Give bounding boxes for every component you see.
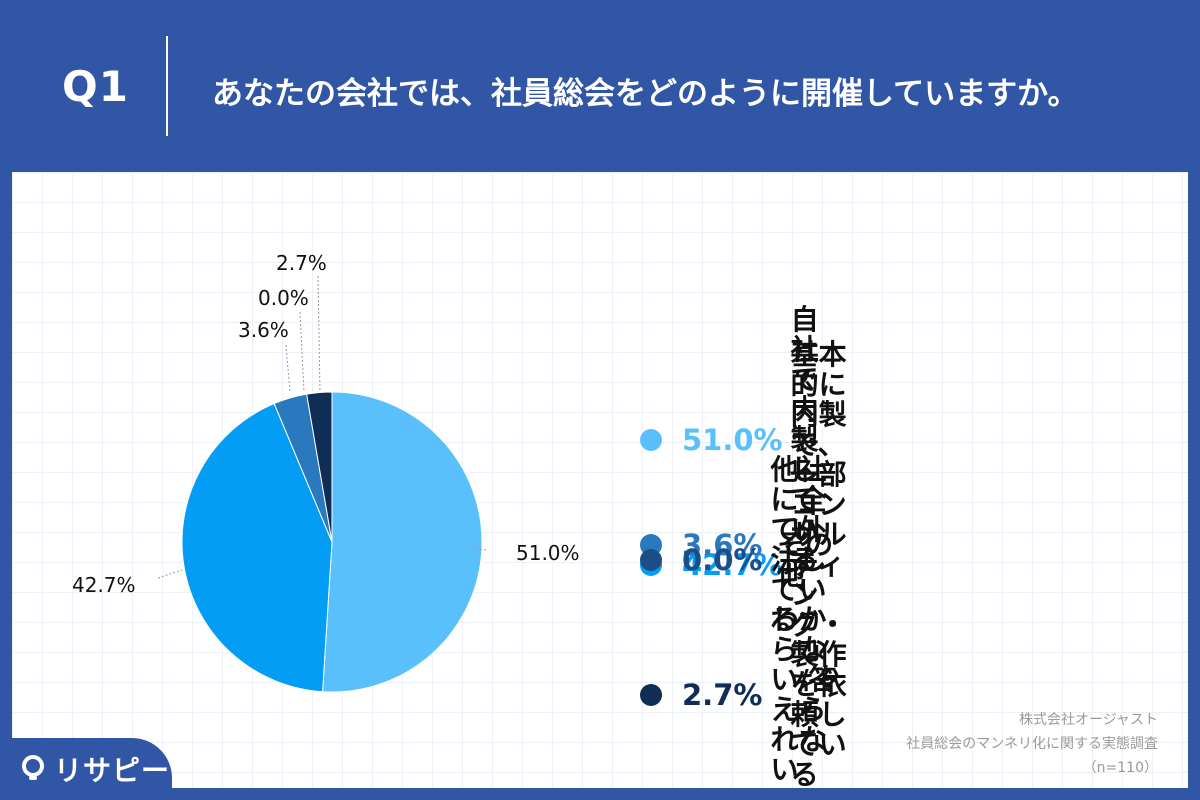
question-text: あなたの会社では、社員総会をどのように開催していますか。 — [212, 76, 1079, 112]
leader-line-3 — [285, 344, 291, 393]
legend-dot-icon — [640, 429, 662, 451]
source-note: 株式会社オージャスト 社員総会のマンネリ化に関する実態調査 （n=110） — [906, 708, 1158, 780]
leader-line-2 — [157, 569, 183, 579]
legend-item-3: 3.6% 他社に全て外注している — [640, 455, 838, 635]
legend-label: 他社に全て外注している — [770, 453, 827, 636]
legend-label: その他 — [777, 528, 834, 591]
logo-pin-icon — [22, 755, 44, 780]
legend-value: 0.0% — [682, 543, 763, 577]
legend-dot-icon — [640, 549, 662, 571]
legend-value: 2.7% — [682, 678, 763, 712]
leader-line-1 — [469, 547, 487, 551]
legend-item-4: 0.0% その他 — [640, 530, 838, 590]
data-label-1: 51.0% — [516, 541, 580, 565]
logo-tab: リサピー — [0, 738, 172, 800]
source-company: 株式会社オージャスト — [1018, 712, 1158, 728]
pie-slice-1 — [322, 391, 483, 693]
legend-item-2: 42.7% 基本的に内製で、 一部コンサルティング・ 製作を依頼している — [640, 340, 866, 790]
leader-line-4 — [299, 311, 305, 393]
legend-item-5: 2.7% わからない/答えられない — [640, 605, 848, 785]
data-label-4: 0.0% — [258, 286, 309, 310]
pie-slice-5 — [306, 391, 333, 543]
question-number: Q1 — [62, 62, 129, 111]
legend-value: 42.7% — [682, 548, 783, 582]
data-label-5: 2.7% — [276, 251, 327, 275]
data-label-2: 42.7% — [72, 573, 136, 597]
legend-value: 3.6% — [682, 528, 763, 562]
legend-label: 自社で内製している — [790, 303, 819, 576]
logo-text: リサピー — [54, 754, 171, 787]
leader-line-5 — [317, 275, 321, 393]
legend-item-1: 51.0% 自社で内製している — [640, 305, 838, 575]
header-divider — [166, 36, 168, 136]
legend-value: 51.0% — [682, 423, 783, 457]
legend-label: 基本的に内製で、 一部コンサルティング・ 製作を依頼している — [790, 338, 847, 791]
source-sample: （n=110） — [1082, 760, 1158, 776]
legend-dot-icon — [640, 684, 662, 706]
legend-label: わからない/答えられない — [770, 603, 837, 786]
source-survey: 社員総会のマンネリ化に関する実態調査 — [906, 736, 1158, 752]
pie-slice-2 — [181, 402, 333, 693]
data-label-3: 3.6% — [238, 318, 289, 342]
